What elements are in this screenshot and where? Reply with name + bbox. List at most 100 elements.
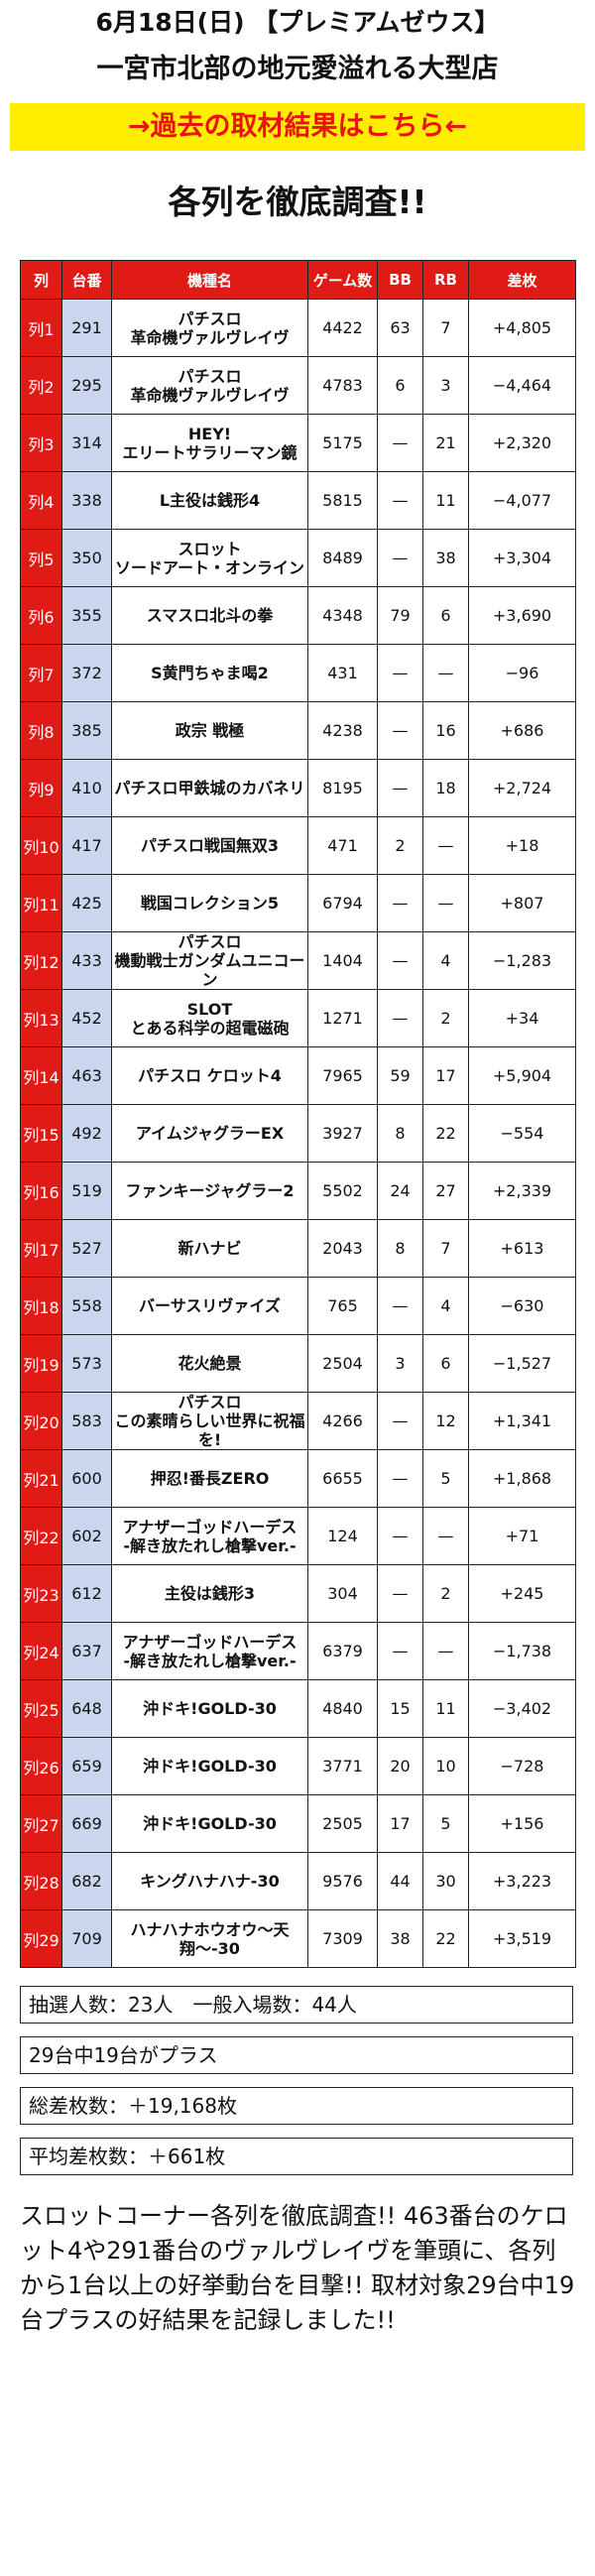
row-rb: 10 — [422, 1737, 469, 1795]
row-games: 5175 — [307, 414, 378, 472]
row-diff: +4,805 — [468, 299, 576, 357]
machine-name-line: エリートサラリーマン鏡 — [122, 442, 298, 462]
table-row: 列6 355 スマスロ北斗の拳 4348 79 6 +3,690 — [20, 586, 576, 645]
row-dai-number: 385 — [61, 701, 112, 760]
row-rb: 4 — [422, 931, 469, 990]
row-dai-number: 291 — [61, 299, 112, 357]
row-dai-number: 417 — [61, 816, 112, 875]
row-rb: — — [422, 1507, 469, 1565]
row-diff: −630 — [468, 1277, 576, 1335]
row-diff: −96 — [468, 644, 576, 702]
row-bb: 59 — [377, 1046, 423, 1105]
row-dai-number: 573 — [61, 1334, 112, 1393]
row-rb: 22 — [422, 1909, 469, 1968]
row-col-label: 列15 — [20, 1104, 62, 1163]
row-col-label: 列13 — [20, 989, 62, 1047]
row-diff: +71 — [468, 1507, 576, 1565]
header-machine: 機種名 — [111, 260, 308, 300]
row-diff: +807 — [468, 874, 576, 932]
row-games: 8489 — [307, 529, 378, 587]
row-diff: +1,868 — [468, 1449, 576, 1508]
machine-name-line: HEY! — [187, 424, 232, 443]
row-machine-name: パチスロ 革命機ヴァルヴレイヴ — [111, 299, 308, 357]
row-bb: 20 — [377, 1737, 423, 1795]
row-machine-name: 沖ドキ!GOLD-30 — [111, 1737, 308, 1795]
row-col-label: 列14 — [20, 1046, 62, 1105]
row-dai-number: 612 — [61, 1564, 112, 1623]
plus-count: 29台中19台がプラス — [20, 2036, 573, 2074]
summary-section: 抽選人数：23人 一般入場数：44人 29台中19台がプラス 総差枚数：＋19,… — [0, 1986, 595, 2175]
row-dai-number: 350 — [61, 529, 112, 587]
past-results-link[interactable]: →過去の取材結果はこちら← — [10, 103, 585, 151]
row-rb: 30 — [422, 1852, 469, 1910]
row-rb: — — [422, 1622, 469, 1680]
row-games: 304 — [307, 1564, 378, 1623]
row-dai-number: 583 — [61, 1392, 112, 1450]
row-rb: 5 — [422, 1449, 469, 1508]
row-dai-number: 355 — [61, 586, 112, 645]
row-dai-number: 425 — [61, 874, 112, 932]
machine-name-line: この素晴らしい世界に祝福を! — [114, 1411, 305, 1449]
row-bb: — — [377, 1622, 423, 1680]
row-games: 8195 — [307, 759, 378, 817]
row-dai-number: 637 — [61, 1622, 112, 1680]
machine-name-line: L主役は銭形4 — [159, 491, 261, 510]
row-diff: +3,519 — [468, 1909, 576, 1968]
row-dai-number: 492 — [61, 1104, 112, 1163]
header-diff: 差枚 — [468, 260, 576, 300]
row-machine-name: パチスロ 革命機ヴァルヴレイヴ — [111, 356, 308, 415]
row-machine-name: パチスロ この素晴らしい世界に祝福を! — [111, 1392, 308, 1450]
table-row: 列12 433 パチスロ 機動戦士ガンダムユニコーン 1404—4 −1,283 — [20, 931, 576, 990]
row-rb: 21 — [422, 414, 469, 472]
row-rb: 4 — [422, 1277, 469, 1335]
row-bb: 24 — [377, 1162, 423, 1220]
row-bb: — — [377, 471, 423, 530]
row-dai-number: 558 — [61, 1277, 112, 1335]
machine-name-line: ファンキージャグラー2 — [125, 1181, 295, 1200]
row-games: 3927 — [307, 1104, 378, 1163]
machine-name-line: パチスロ戦国無双3 — [140, 836, 280, 855]
row-machine-name: アナザーゴッドハーデス -解き放たれし槍撃ver.- — [111, 1622, 308, 1680]
row-dai-number: 659 — [61, 1737, 112, 1795]
row-rb: 11 — [422, 471, 469, 530]
machine-name-line: アナザーゴッドハーデス — [122, 1632, 298, 1652]
entry-count: 抽選人数：23人 一般入場数：44人 — [20, 1986, 573, 2024]
row-diff: −1,527 — [468, 1334, 576, 1393]
row-bb: 79 — [377, 586, 423, 645]
row-rb: 22 — [422, 1104, 469, 1163]
row-diff: +3,223 — [468, 1852, 576, 1910]
table-row: 列15 492 アイムジャグラーEX 3927 8 22 −554 — [20, 1104, 576, 1163]
row-dai-number: 338 — [61, 471, 112, 530]
row-diff: −4,464 — [468, 356, 576, 415]
row-col-label: 列6 — [20, 586, 62, 645]
table-row: 列26 659 沖ドキ!GOLD-30 3771 20 10 −728 — [20, 1737, 576, 1795]
row-games: 2043 — [307, 1219, 378, 1278]
row-col-label: 列9 — [20, 759, 62, 817]
machine-name-line: -解き放たれし槍撃ver.- — [123, 1651, 297, 1670]
row-col-label: 列26 — [20, 1737, 62, 1795]
row-dai-number: 452 — [61, 989, 112, 1047]
table-row: 列28 682 キングハナハナ-30 9576 44 30 +3,223 — [20, 1852, 576, 1910]
machine-name-line: 政宗 戦極 — [175, 721, 245, 740]
row-machine-name: パチスロ ケロット4 — [111, 1046, 308, 1105]
row-games: 4422 — [307, 299, 378, 357]
row-diff: +686 — [468, 701, 576, 760]
row-diff: +2,320 — [468, 414, 576, 472]
row-machine-name: 沖ドキ!GOLD-30 — [111, 1794, 308, 1853]
row-diff: −1,738 — [468, 1622, 576, 1680]
machine-name-line: SLOT — [186, 999, 233, 1019]
row-games: 431 — [307, 644, 378, 702]
row-machine-name: ファンキージャグラー2 — [111, 1162, 308, 1220]
row-diff: −1,283 — [468, 931, 576, 990]
row-machine-name: ハナハナホウオウ〜天翔〜-30 — [111, 1909, 308, 1968]
header-col: 列 — [20, 260, 62, 300]
table-row: 列3 314 HEY! エリートサラリーマン鏡 5175—21 +2,320 — [20, 414, 576, 472]
row-col-label: 列2 — [20, 356, 62, 415]
machine-name-line: パチスロ甲鉄城のカバネリ — [114, 779, 305, 797]
machine-name-line: 沖ドキ!GOLD-30 — [143, 1699, 277, 1718]
row-bb: — — [377, 931, 423, 990]
table-row: 列9 410 パチスロ甲鉄城のカバネリ 8195—18 +2,724 — [20, 759, 576, 817]
row-games: 4266 — [307, 1392, 378, 1450]
row-col-label: 列5 — [20, 529, 62, 587]
row-bb: — — [377, 701, 423, 760]
